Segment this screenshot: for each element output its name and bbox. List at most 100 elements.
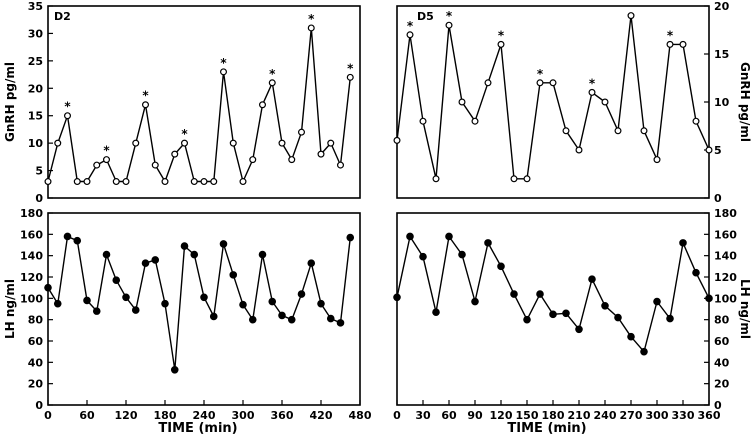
series-line: [396, 14, 710, 180]
data-point: [44, 283, 52, 292]
x-axis-title-right: TIME (min): [507, 421, 586, 436]
data-point: [549, 310, 557, 319]
data-point: [288, 156, 296, 164]
y-tick-label: 15: [28, 110, 43, 123]
pulse-marker: *: [537, 67, 544, 81]
pulse-marker: *: [498, 28, 505, 42]
data-point: [122, 293, 130, 302]
data-point: [419, 117, 427, 125]
data-point: [142, 101, 150, 109]
data-point: [200, 293, 208, 302]
d2_gnrh-panel: 0 5 10 15 20 25 30 35 GnRH pg/ml D2 * * * * * * * *: [3, 0, 361, 205]
data-point: [393, 136, 401, 144]
x-tick-label: 90: [467, 409, 483, 422]
y-tick-label: 15: [714, 48, 729, 61]
data-point: [151, 161, 159, 169]
data-point: [666, 314, 674, 323]
data-point: [523, 315, 531, 324]
data-point: [346, 73, 354, 81]
y-tick-label: 0: [35, 399, 43, 412]
data-point: [510, 175, 518, 183]
data-point: [346, 233, 355, 242]
series-line: [396, 235, 710, 353]
y-tick-label: 160: [20, 228, 43, 241]
y-tick-label: 40: [28, 356, 44, 369]
y-tick-label: 140: [20, 250, 43, 263]
data-point: [44, 178, 52, 186]
data-point: [601, 98, 609, 106]
data-point: [497, 40, 505, 48]
data-point: [102, 156, 110, 164]
data-point: [692, 268, 700, 277]
plot-frame: [47, 5, 361, 199]
data-point: [588, 88, 596, 96]
y-axis-label: GnRH pg/ml: [3, 62, 17, 142]
y-tick-label: 5: [35, 165, 43, 178]
data-point: [229, 139, 237, 147]
pulse-marker: *: [220, 56, 227, 70]
data-point: [679, 40, 687, 48]
data-point: [298, 128, 306, 136]
data-point: [393, 293, 401, 302]
data-point: [112, 178, 120, 186]
y-tick-label: 0: [714, 399, 722, 412]
data-point: [627, 12, 635, 20]
data-point: [73, 236, 82, 245]
data-point: [484, 239, 492, 247]
data-point: [249, 156, 257, 164]
data-point: [471, 117, 479, 125]
data-point: [575, 325, 583, 334]
data-point: [258, 250, 267, 259]
data-point: [161, 299, 169, 308]
panel-label: D5: [417, 10, 434, 23]
data-point: [209, 312, 218, 321]
x-tick-label: 60: [79, 409, 95, 422]
data-point: [484, 79, 492, 87]
data-point: [278, 139, 286, 147]
y-tick-label: 160: [714, 228, 737, 241]
data-point: [307, 24, 315, 32]
pulse-marker: *: [64, 100, 71, 114]
data-point: [102, 250, 111, 259]
data-point: [653, 156, 661, 164]
data-point: [92, 307, 101, 315]
data-point: [54, 139, 62, 147]
data-point: [219, 240, 228, 248]
pulse-marker: *: [446, 9, 453, 23]
pulse-marker: *: [667, 28, 674, 42]
y-tick-label: 180: [20, 207, 43, 220]
y-tick-label: 20: [28, 378, 44, 391]
data-point: [287, 315, 296, 324]
data-point: [181, 139, 189, 147]
y-tick-label: 0: [35, 192, 43, 205]
data-point: [93, 161, 101, 169]
x-tick-label: 0: [393, 409, 401, 422]
x-tick-label: 330: [672, 409, 695, 422]
data-point: [317, 299, 325, 308]
x-tick-label: 180: [542, 409, 565, 422]
data-point: [248, 315, 257, 324]
data-point: [705, 294, 713, 303]
x-tick-label: 420: [310, 409, 333, 422]
y-axis-label: LH ng/ml: [738, 279, 752, 339]
data-point: [83, 296, 91, 305]
d2_lh-panel: 0 20 40 60 80 100 120 140 160 180 0 60 120 180 240 300 3…: [3, 207, 372, 422]
x-tick-label: 120: [115, 409, 138, 422]
data-point: [278, 311, 286, 320]
y-tick-label: 80: [714, 314, 730, 327]
data-point: [297, 290, 306, 298]
y-axis-label: GnRH pg/ml: [738, 62, 752, 142]
data-point: [161, 178, 169, 186]
data-point: [666, 40, 674, 48]
y-tick-label: 20: [714, 378, 730, 391]
data-point: [112, 276, 121, 285]
y-tick-label: 100: [714, 292, 737, 305]
y-tick-label: 10: [28, 137, 44, 150]
y-tick-label: 20: [714, 0, 730, 13]
x-tick-label: 360: [271, 409, 294, 422]
pulse-marker: *: [142, 89, 149, 103]
data-point: [497, 262, 505, 271]
